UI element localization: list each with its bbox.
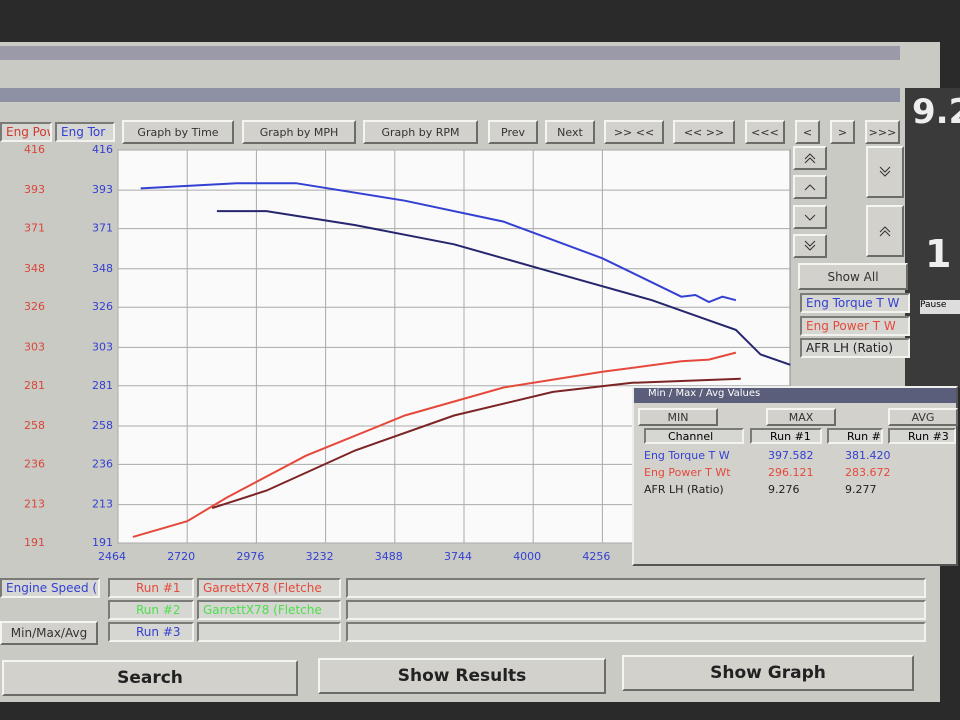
x-tick-label: 4000 bbox=[513, 550, 541, 563]
toolbar-button[interactable]: > bbox=[830, 120, 855, 144]
y2-tick-label: 191 bbox=[92, 536, 113, 549]
series-line bbox=[216, 210, 791, 366]
scroll-button[interactable] bbox=[793, 234, 827, 258]
table-cell: 9.276 bbox=[768, 483, 800, 496]
channel-legend[interactable]: AFR LH (Ratio) bbox=[800, 338, 910, 358]
y-tick-label: 348 bbox=[24, 262, 45, 275]
y-tick-label: 236 bbox=[24, 457, 45, 470]
toolbar-button[interactable]: <<< bbox=[745, 120, 785, 144]
scroll-button[interactable] bbox=[793, 175, 827, 199]
table-cell: Eng Power T Wt bbox=[644, 466, 731, 479]
channel-tab[interactable]: Eng Pow bbox=[0, 122, 52, 142]
y-tick-label: 303 bbox=[24, 340, 45, 353]
scroll-button[interactable] bbox=[866, 205, 904, 257]
scroll-button[interactable] bbox=[866, 146, 904, 198]
series-line bbox=[140, 182, 737, 304]
table-header: Run #2 bbox=[827, 428, 883, 444]
child-title-bar bbox=[0, 88, 900, 102]
y2-tick-label: 348 bbox=[92, 262, 113, 275]
y2-tick-label: 393 bbox=[92, 183, 113, 196]
x-tick-label: 2464 bbox=[98, 550, 126, 563]
y-tick-label: 416 bbox=[24, 143, 45, 156]
pause-label: Pause bbox=[920, 300, 960, 314]
y2-tick-label: 236 bbox=[92, 457, 113, 470]
table-header: Run #3 bbox=[888, 428, 956, 444]
run-notes bbox=[346, 600, 926, 620]
run-name[interactable]: GarrettX78 (Fletche bbox=[197, 600, 341, 620]
y-tick-label: 213 bbox=[24, 498, 45, 511]
y-tick-label: 258 bbox=[24, 419, 45, 432]
y-tick-label: 281 bbox=[24, 379, 45, 392]
readout-digit: 1 bbox=[925, 232, 952, 276]
y2-tick-label: 303 bbox=[92, 340, 113, 353]
table-cell: 296.121 bbox=[768, 466, 814, 479]
y-tick-label: 393 bbox=[24, 183, 45, 196]
y2-tick-label: 416 bbox=[92, 143, 113, 156]
run-notes bbox=[346, 622, 926, 642]
toolbar-button[interactable]: Graph by Time bbox=[122, 120, 234, 144]
minmax-dialog: Min / Max / Avg Values MIN MAX AVG Chann… bbox=[632, 386, 958, 566]
y2-tick-label: 281 bbox=[92, 379, 113, 392]
toolbar-button[interactable]: << >> bbox=[673, 120, 735, 144]
series-line bbox=[211, 377, 741, 510]
scroll-button[interactable] bbox=[793, 205, 827, 229]
y-tick-label: 371 bbox=[24, 222, 45, 235]
avg-tab[interactable]: AVG bbox=[888, 408, 958, 426]
table-header: Channel bbox=[644, 428, 744, 444]
toolbar-button[interactable]: Graph by MPH bbox=[242, 120, 356, 144]
toolbar-button[interactable]: Graph by RPM bbox=[363, 120, 478, 144]
show-results-button[interactable]: Show Results bbox=[318, 658, 606, 694]
table-cell: AFR LH (Ratio) bbox=[644, 483, 724, 496]
y-tick-label: 191 bbox=[24, 536, 45, 549]
scroll-button[interactable] bbox=[793, 146, 827, 170]
run-name[interactable] bbox=[197, 622, 341, 642]
x-tick-label: 4256 bbox=[582, 550, 610, 563]
toolbar-button[interactable]: Next bbox=[545, 120, 595, 144]
channel-legend[interactable]: Eng Power T W bbox=[800, 316, 910, 336]
run-label[interactable]: Run #1 bbox=[108, 578, 194, 598]
channel-tab[interactable]: Eng Tor bbox=[55, 122, 115, 142]
readout-digit: 9.2 bbox=[912, 92, 960, 132]
y2-tick-label: 258 bbox=[92, 419, 113, 432]
show-all-button[interactable]: Show All bbox=[798, 263, 908, 290]
y2-tick-label: 326 bbox=[92, 300, 113, 313]
x-channel-field[interactable]: Engine Speed ( bbox=[0, 578, 100, 598]
table-cell: 381.420 bbox=[845, 449, 891, 462]
run-label[interactable]: Run #3 bbox=[108, 622, 194, 642]
search-button[interactable]: Search bbox=[2, 660, 298, 696]
x-tick-label: 2720 bbox=[167, 550, 195, 563]
y2-tick-label: 213 bbox=[92, 498, 113, 511]
run-name[interactable]: GarrettX78 (Fletche bbox=[197, 578, 341, 598]
toolbar-button[interactable]: < bbox=[795, 120, 820, 144]
table-cell: 397.582 bbox=[768, 449, 814, 462]
toolbar-button[interactable]: Prev bbox=[488, 120, 538, 144]
toolbar-button[interactable]: >>> bbox=[865, 120, 900, 144]
max-tab[interactable]: MAX bbox=[766, 408, 836, 426]
run-label[interactable]: Run #2 bbox=[108, 600, 194, 620]
y-tick-label: 326 bbox=[24, 300, 45, 313]
x-tick-label: 3488 bbox=[375, 550, 403, 563]
y2-tick-label: 371 bbox=[92, 222, 113, 235]
series-line bbox=[132, 351, 737, 538]
table-cell: 283.672 bbox=[845, 466, 891, 479]
title-bar bbox=[0, 46, 900, 60]
table-cell: Eng Torque T W bbox=[644, 449, 730, 462]
show-graph-button[interactable]: Show Graph bbox=[622, 655, 914, 691]
x-tick-label: 2976 bbox=[236, 550, 264, 563]
channel-legend[interactable]: Eng Torque T W bbox=[800, 293, 910, 313]
run-notes bbox=[346, 578, 926, 598]
x-tick-label: 3232 bbox=[306, 550, 334, 563]
toolbar-button[interactable]: >> << bbox=[604, 120, 664, 144]
dialog-title: Min / Max / Avg Values bbox=[634, 388, 956, 403]
min-tab[interactable]: MIN bbox=[638, 408, 718, 426]
table-cell: 9.277 bbox=[845, 483, 877, 496]
minmax-button[interactable]: Min/Max/Avg bbox=[0, 621, 98, 645]
x-tick-label: 3744 bbox=[444, 550, 472, 563]
table-header: Run #1 bbox=[750, 428, 822, 444]
readout-strip bbox=[905, 88, 960, 388]
